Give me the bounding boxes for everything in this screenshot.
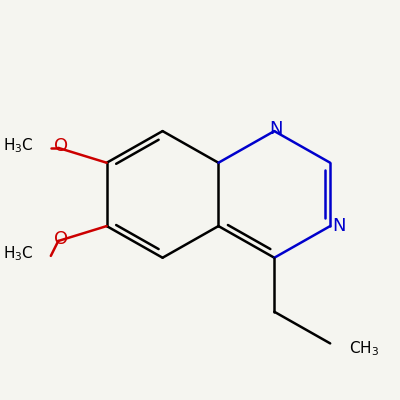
Text: O: O: [54, 137, 68, 155]
Text: O: O: [54, 230, 68, 248]
Text: CH$_3$: CH$_3$: [349, 340, 379, 358]
Text: N: N: [270, 120, 283, 138]
Text: N: N: [333, 217, 346, 235]
Text: H$_3$C: H$_3$C: [3, 137, 34, 155]
Text: H$_3$C: H$_3$C: [3, 245, 34, 263]
